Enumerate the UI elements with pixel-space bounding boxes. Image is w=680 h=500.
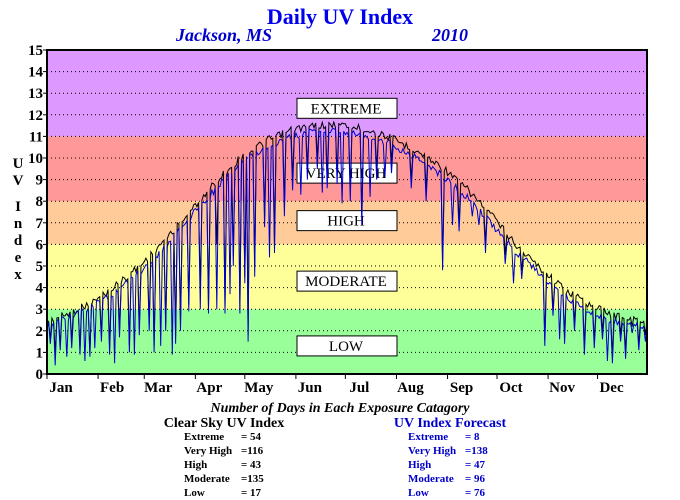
stats-row-value: =116: [241, 445, 264, 457]
x-tick-label-jul: Jul: [349, 380, 369, 396]
forecast-stats: Extreme = 8 Very High =138 High = 47 Moderate =…: [408, 431, 488, 499]
y-tick-label-0: 0: [36, 367, 44, 383]
stats-row-value: = 47: [465, 459, 486, 471]
x-tick-label-apr: Apr: [196, 380, 222, 396]
stats-row-value: = 17: [241, 487, 262, 499]
y-tick-label-7: 7: [36, 216, 44, 232]
y-tick-label-8: 8: [36, 194, 44, 210]
stats-row-label: High: [408, 459, 431, 471]
stats-row-label: Low: [184, 487, 205, 499]
series-line-forecast: [46, 128, 648, 366]
y-tick-label-10: 10: [28, 151, 43, 167]
y-tick-label-9: 9: [36, 173, 44, 189]
zone-label-low: LOW: [329, 339, 364, 355]
x-tick-label-dec: Dec: [599, 380, 623, 396]
zone-label-moderate: MODERATE: [305, 274, 387, 290]
x-axis-ticks: Jan Feb Mar Apr May Jun Jul Aug Sep Oct Nov Dec: [46, 374, 624, 396]
stats-row-value: =135: [241, 473, 264, 485]
forecast-stats-title: UV Index Forecast: [394, 416, 507, 431]
stats-row-value: = 76: [465, 487, 486, 499]
x-tick-label-feb: Feb: [100, 380, 124, 396]
stats-row-value: = 8: [465, 431, 480, 443]
x-tick-label-aug: Aug: [397, 380, 424, 396]
stats-row-label: Very High: [408, 445, 456, 457]
y-tick-label-15: 15: [28, 43, 43, 59]
y-tick-label-3: 3: [36, 302, 44, 318]
y-axis-label-letter: U: [13, 156, 24, 172]
zone-labels: LOW MODERATE HIGH VERY HIGH EXTREME: [296, 97, 398, 357]
x-tick-label-mar: Mar: [144, 380, 173, 396]
stats-row-value: =138: [465, 445, 488, 457]
x-tick-label-jun: Jun: [298, 380, 323, 396]
x-tick-label-nov: Nov: [549, 380, 575, 396]
series-lines: [46, 120, 648, 366]
zone-label-high: HIGH: [327, 214, 365, 230]
y-tick-label-14: 14: [28, 65, 44, 81]
plot-frame: [46, 49, 648, 375]
y-axis-label-letter: d: [14, 233, 23, 249]
y-axis-label-letter: n: [14, 216, 23, 232]
stats-row-value: = 43: [241, 459, 262, 471]
clear-sky-stats-title: Clear Sky UV Index: [164, 416, 284, 431]
stats-row-label: Moderate: [408, 473, 454, 485]
y-axis-label-letter: x: [14, 267, 22, 283]
y-axis-label-letter: I: [15, 199, 21, 215]
x-tick-label-jan: Jan: [49, 380, 73, 396]
stats-row-label: Very High: [184, 445, 232, 457]
stats-heading: Number of Days in Each Exposure Catagory: [209, 401, 470, 416]
x-tick-label-sep: Sep: [450, 380, 473, 396]
zone-label-box-moderate: [296, 270, 398, 292]
y-tick-label-5: 5: [36, 259, 44, 275]
y-axis-label-letter: V: [13, 173, 24, 189]
stats-row-label: Moderate: [184, 473, 230, 485]
stats-row-label: Low: [408, 487, 429, 499]
stats-row-label: High: [184, 459, 207, 471]
stats-row-label: Extreme: [408, 431, 448, 443]
clear-sky-stats: Extreme = 54 Very High =116 High = 43 Moderate…: [184, 431, 264, 499]
stats-row-value: = 96: [465, 473, 486, 485]
y-tick-label-1: 1: [36, 345, 44, 361]
y-tick-label-6: 6: [36, 237, 44, 253]
x-tick-label-may: May: [244, 380, 274, 396]
stats-row-label: Extreme: [184, 431, 224, 443]
series-line-clear: [46, 120, 648, 357]
chart-location: Jackson, MS: [175, 25, 272, 45]
y-tick-label-13: 13: [28, 86, 43, 102]
zone-label-very-high: VERY HIGH: [306, 166, 387, 182]
x-tick-label-oct: Oct: [499, 380, 522, 396]
y-axis-label-letter: e: [15, 250, 22, 266]
y-tick-label-12: 12: [28, 108, 43, 124]
zone-label-extreme: EXTREME: [311, 101, 382, 117]
stats-row-value: = 54: [241, 431, 262, 443]
zone-label-box-high: [296, 210, 398, 232]
y-tick-label-2: 2: [36, 324, 44, 340]
zone-label-box-low: [296, 335, 398, 357]
y-tick-label-11: 11: [29, 129, 43, 145]
y-tick-label-4: 4: [36, 281, 44, 297]
gridlines: [47, 71, 647, 353]
chart-title: Daily UV Index: [267, 4, 413, 29]
zone-label-box-extreme: [296, 97, 398, 119]
chart-year: 2010: [431, 25, 468, 45]
